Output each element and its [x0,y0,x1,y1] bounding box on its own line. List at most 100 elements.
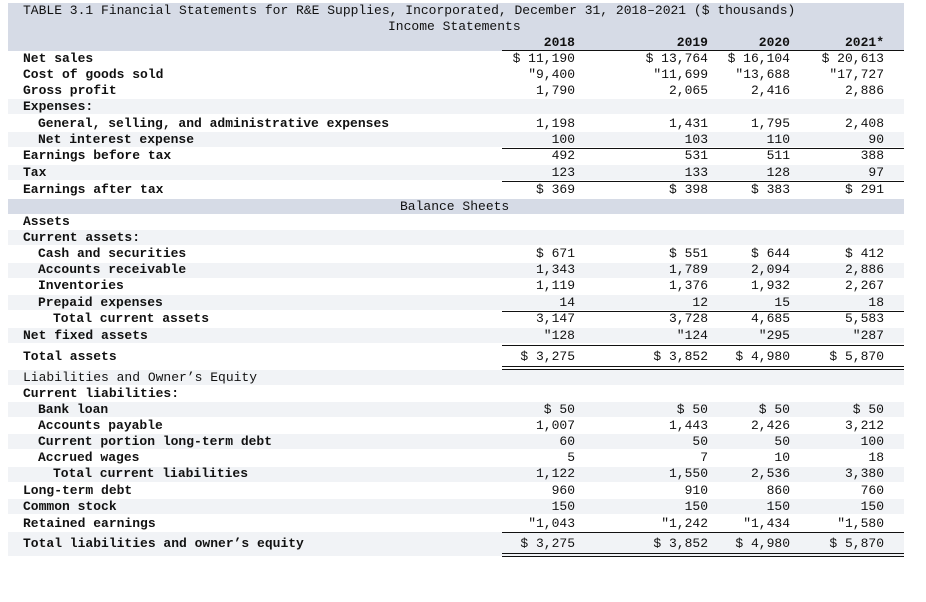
row-value: 150 [766,499,790,514]
double-rule [502,556,904,557]
row-value: $ 13,764 [645,51,708,66]
row-label: Earnings before tax [23,148,172,163]
row-label: Net sales [23,51,94,66]
subtotal-rule [502,311,904,312]
row-band [8,99,904,114]
row-value: 90 [868,132,884,147]
row-value: 1,431 [668,116,708,131]
row-value: 910 [684,483,708,498]
row-value: "287 [852,328,884,343]
row-value: 2,267 [844,278,884,293]
row-value: 2,094 [750,262,790,277]
row-value: 15 [774,295,790,310]
row-value: 100 [860,434,884,449]
row-value: $ 20,613 [821,51,884,66]
row-value: $ 4,980 [735,536,790,551]
year-header: 2019 [676,35,708,50]
row-label: Liabilities and Owner’s Equity [23,370,258,385]
table-title: TABLE 3.1 Financial Statements for R&E S… [23,3,796,18]
row-value: 150 [684,499,708,514]
row-value: 1,443 [668,418,708,433]
row-value: "1,434 [743,516,790,531]
row-label: General, selling, and administrative exp… [38,116,390,131]
row-value: 1,789 [668,262,708,277]
row-value: 1,122 [535,466,575,481]
row-value: $ 3,275 [520,536,575,551]
row-band [8,295,904,310]
row-value: $ 369 [535,182,575,197]
row-value: "1,580 [837,516,884,531]
row-label: Accounts payable [38,418,163,433]
row-value: 14 [559,295,575,310]
row-label: Total liabilities and owner’s equity [23,536,304,551]
row-band [8,532,904,556]
row-value: $ 671 [535,246,575,261]
row-label: Net fixed assets [23,328,148,343]
row-value: 60 [559,434,575,449]
row-value: 100 [551,132,575,147]
row-value: 133 [684,165,708,180]
row-value: 18 [868,450,884,465]
double-rule [502,366,904,367]
row-value: 1,376 [668,278,708,293]
row-value: 2,408 [844,116,884,131]
row-value: $ 50 [852,402,884,417]
row-value: 5,583 [844,311,884,326]
row-value: 110 [766,132,790,147]
row-band [8,132,904,147]
row-value: 2,065 [668,83,708,98]
row-value: 3,147 [535,311,575,326]
row-value: 388 [860,148,884,163]
row-value: "17,727 [829,67,884,82]
row-value: $ 551 [668,246,708,261]
row-value: $ 398 [668,182,708,197]
year-header: 2020 [758,35,790,50]
row-value: $ 4,980 [735,349,790,364]
row-value: $ 50 [758,402,790,417]
row-band [8,402,904,417]
subtotal-rule [502,345,904,346]
row-label: Net interest expense [38,132,195,147]
row-value: "11,699 [653,67,708,82]
row-value: 531 [684,148,708,163]
row-value: $ 3,275 [520,349,575,364]
year-header: 2021* [844,35,884,50]
row-value: "9,400 [528,67,575,82]
row-value: 10 [774,450,790,465]
double-rule [502,553,904,554]
row-value: "1,043 [528,516,575,531]
row-label: Earnings after tax [23,182,164,197]
row-value: "124 [676,328,708,343]
row-label: Cash and securities [38,246,187,261]
row-label: Total assets [23,349,117,364]
row-value: $ 3,852 [653,536,708,551]
row-label: Total current liabilities [53,466,249,481]
row-band [8,434,904,449]
subtotal-rule [502,532,904,533]
row-value: $ 412 [844,246,884,261]
row-band [8,499,904,514]
row-value: 18 [868,295,884,310]
row-label: Tax [23,165,47,180]
row-label: Inventories [38,278,124,293]
row-value: 7 [700,450,708,465]
subtotal-rule [502,148,904,149]
row-value: 760 [860,483,884,498]
row-value: $ 291 [844,182,884,197]
row-label: Common stock [23,499,117,514]
row-value: 103 [684,132,708,147]
row-label: Cost of goods sold [23,67,164,82]
row-label: Prepaid expenses [38,295,163,310]
row-value: 2,426 [750,418,790,433]
row-value: 1,119 [535,278,575,293]
row-label: Accounts receivable [38,262,187,277]
row-band [8,328,904,343]
row-value: 2,886 [844,83,884,98]
row-value: 960 [551,483,575,498]
row-value: 3,380 [844,466,884,481]
row-value: 97 [868,165,884,180]
row-band [8,230,904,245]
row-value: 150 [860,499,884,514]
row-value: "1,242 [661,516,708,531]
row-value: 492 [551,148,575,163]
